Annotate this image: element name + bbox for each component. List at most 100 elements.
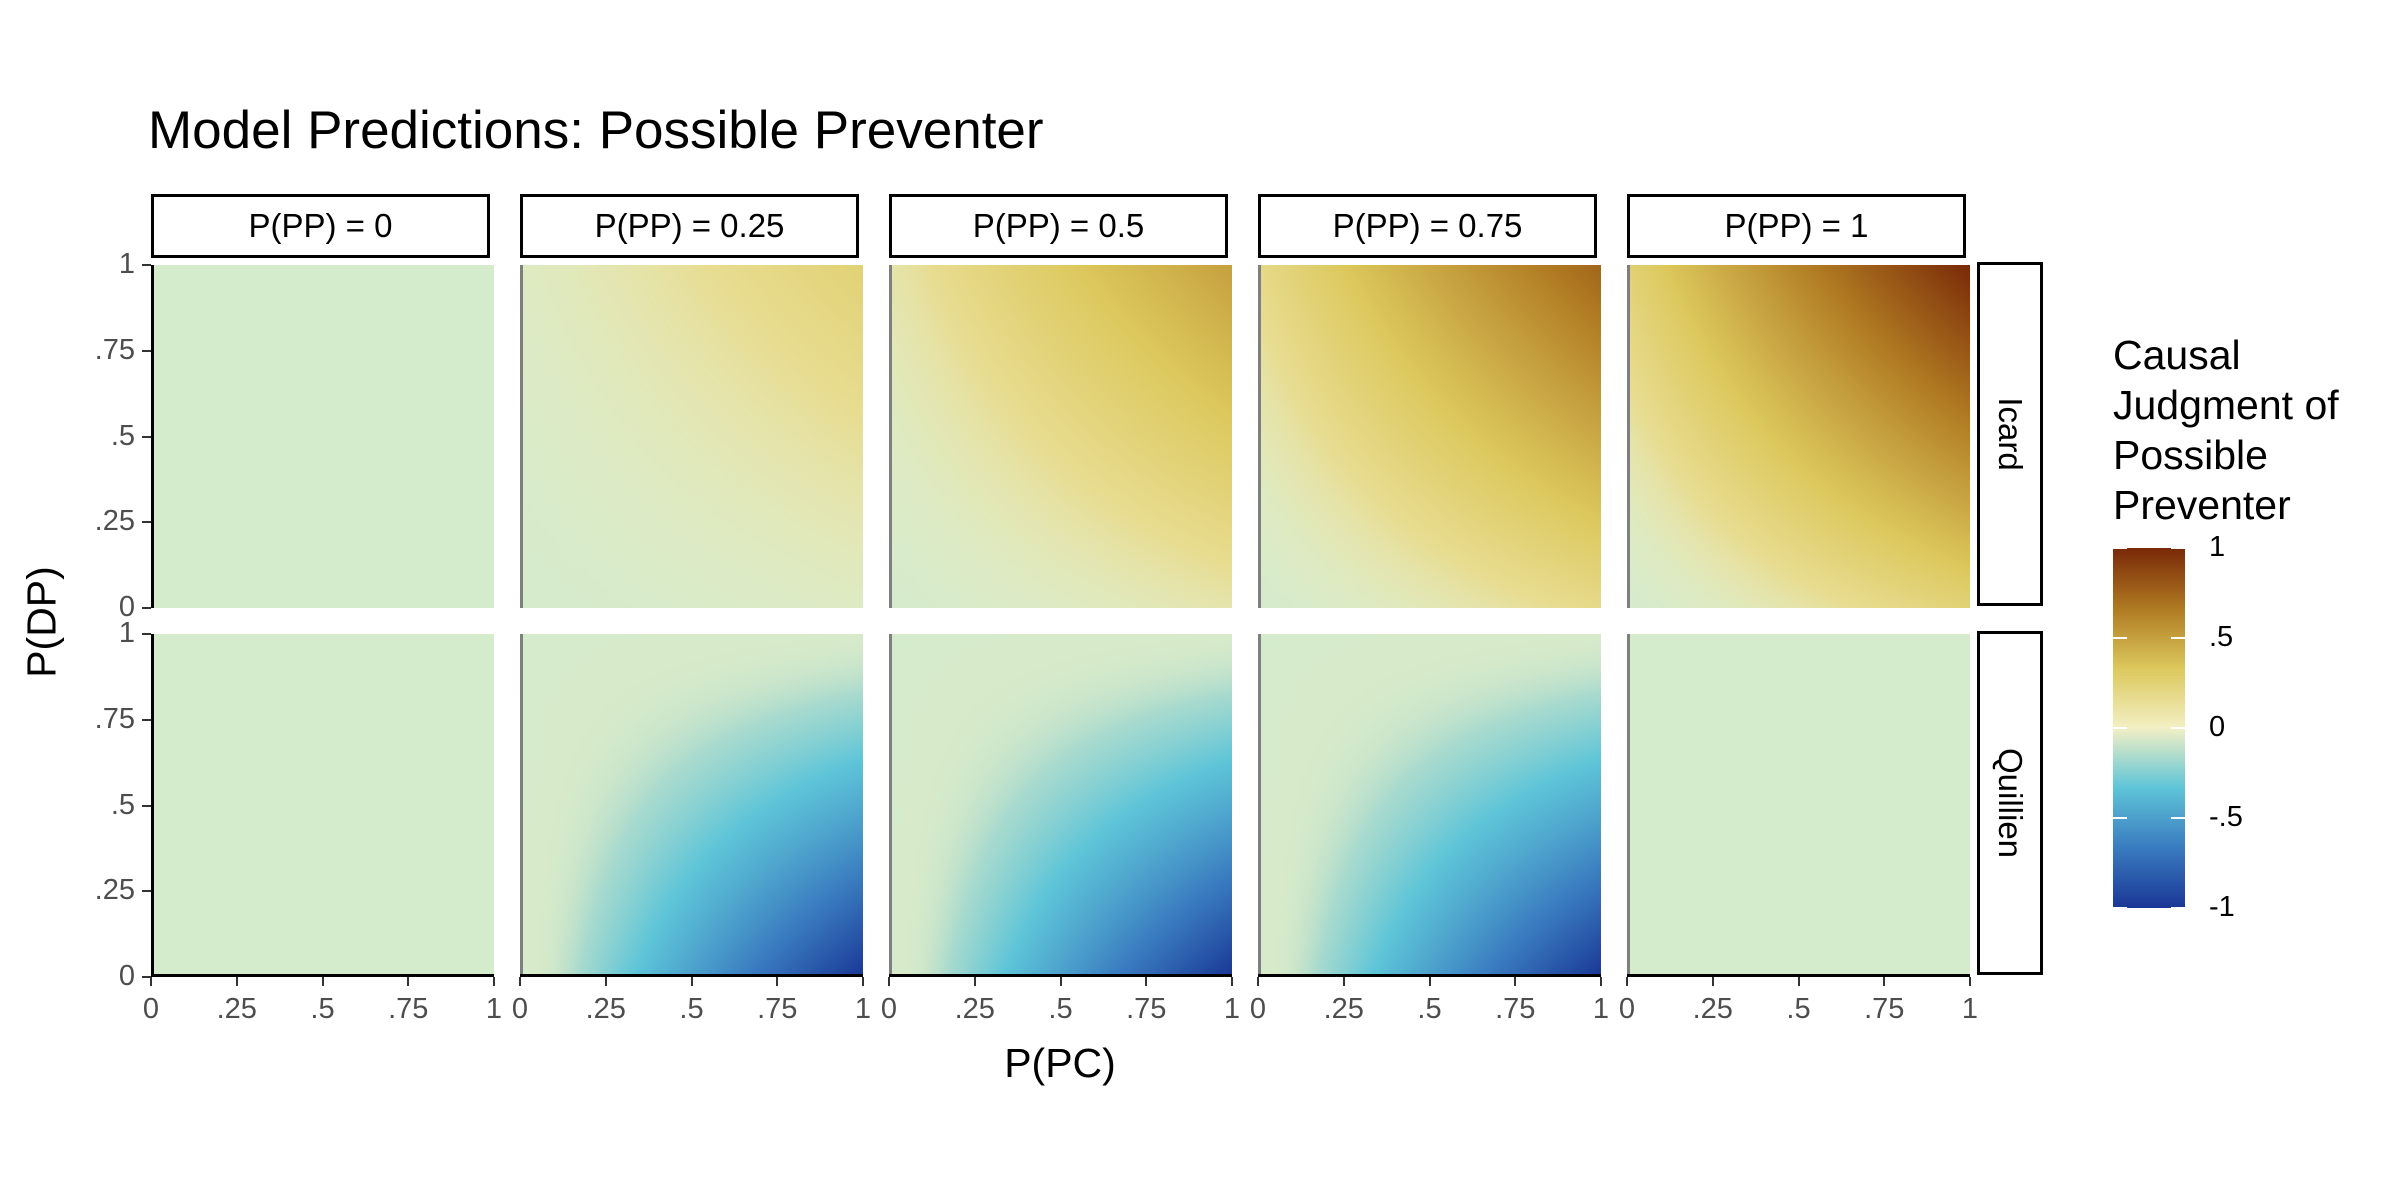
panel-axis-line-left <box>889 634 892 977</box>
legend-tick-right <box>2171 907 2185 909</box>
panel-axis-line-bottom <box>1258 974 1601 977</box>
y-tick-label: .75 <box>94 702 135 735</box>
y-tick-label: 1 <box>118 617 135 649</box>
y-tick-mark <box>142 718 151 721</box>
x-tick-mark <box>690 977 693 986</box>
legend-label: .5 <box>2209 621 2234 653</box>
heatmap-panel <box>520 265 863 608</box>
x-tick-mark <box>1428 977 1431 986</box>
x-tick-mark <box>1711 977 1714 986</box>
x-tick-label: 0 <box>142 993 160 1025</box>
facet-strip-row-label: Icard <box>1992 397 2029 471</box>
legend-tick-left <box>2113 727 2127 729</box>
heatmap-panel <box>1627 265 1970 608</box>
x-tick-mark <box>1145 977 1148 986</box>
x-tick-label: .75 <box>388 993 429 1025</box>
facet-strip-column: P(PP) = 0.25 <box>520 194 859 258</box>
panel-axis-line-bottom <box>520 974 863 977</box>
legend-tick-left <box>2113 817 2127 819</box>
x-tick-label: 0 <box>1618 993 1636 1025</box>
x-tick-mark <box>321 977 324 986</box>
y-tick-label: .25 <box>94 505 135 538</box>
x-tick-mark <box>1883 977 1886 986</box>
panel-axis-line-left <box>151 265 154 608</box>
x-tick-label: 1 <box>854 993 872 1025</box>
panel-axis-line-left <box>1258 634 1261 977</box>
panel-axis-line-left <box>151 634 154 977</box>
facet-strip-row-label: Quillien <box>1992 747 2029 859</box>
legend-tick-left <box>2113 907 2127 909</box>
x-tick-mark <box>1059 977 1062 986</box>
panel-axis-line-left <box>1627 634 1630 977</box>
heatmap-cells <box>151 265 494 608</box>
panel-axis-line-left <box>520 634 523 977</box>
x-tick-mark <box>973 977 976 986</box>
x-tick-mark <box>1969 977 1971 986</box>
legend-tick-right <box>2171 817 2185 819</box>
x-tick-label: 1 <box>1223 993 1241 1025</box>
heatmap-cells <box>520 265 863 608</box>
legend-tick-right <box>2171 637 2185 639</box>
x-tick-label: .25 <box>954 993 995 1025</box>
x-tick-mark <box>1626 977 1628 986</box>
x-tick-mark <box>150 977 152 986</box>
y-tick-label: .25 <box>94 874 135 907</box>
y-tick-mark <box>142 804 151 807</box>
facet-strip-row: Icard <box>1977 262 2043 606</box>
legend-label: 0 <box>2209 711 2226 743</box>
x-tick-label: .25 <box>1692 993 1733 1025</box>
legend-title: Causal Judgment of Possible Preventer <box>2113 330 2339 530</box>
x-tick-label: 0 <box>1249 993 1267 1025</box>
legend-tick-right <box>2171 547 2185 549</box>
facet-strip-column: P(PP) = 0.75 <box>1258 194 1597 258</box>
x-tick-mark <box>888 977 890 986</box>
legend-title-line: Causal <box>2113 332 2241 378</box>
y-tick-mark <box>142 349 151 352</box>
legend-title-line: Judgment of <box>2113 382 2339 428</box>
heatmap-panel <box>889 265 1232 608</box>
heatmap-panel <box>1258 265 1601 608</box>
legend-label: -1 <box>2209 891 2235 923</box>
y-tick-mark <box>142 264 151 266</box>
heatmap-cells <box>1258 265 1601 608</box>
y-tick-mark <box>142 435 151 438</box>
x-tick-mark <box>1231 977 1233 986</box>
x-tick-mark <box>776 977 779 986</box>
heatmap-cells <box>1258 634 1601 977</box>
x-axis-title: P(PC) <box>1004 1040 1116 1086</box>
y-tick-label: 0 <box>118 960 135 992</box>
legend-title-line: Preventer <box>2113 482 2291 528</box>
panel-axis-line-left <box>520 265 523 608</box>
x-tick-mark <box>1600 977 1602 986</box>
heatmap-panel <box>151 634 494 977</box>
x-tick-label: .5 <box>1048 993 1073 1025</box>
chart-title: Model Predictions: Possible Preventer <box>148 101 1044 160</box>
heatmap-cells <box>520 634 863 977</box>
x-tick-label: .25 <box>216 993 257 1025</box>
x-tick-label: .5 <box>310 993 335 1025</box>
legend-title-line: Possible <box>2113 432 2268 478</box>
y-tick-mark <box>142 521 151 524</box>
y-tick-label: 0 <box>118 591 135 623</box>
heatmap-cells <box>151 634 494 977</box>
x-tick-label: 0 <box>511 993 529 1025</box>
x-tick-label: .75 <box>1864 993 1905 1025</box>
x-tick-label: .25 <box>1323 993 1364 1025</box>
x-tick-label: .75 <box>1495 993 1536 1025</box>
x-tick-label: 1 <box>485 993 503 1025</box>
panel-axis-line-left <box>1258 265 1261 608</box>
panel-axis-line-bottom <box>1627 974 1970 977</box>
x-tick-label: .25 <box>585 993 626 1025</box>
heatmap-cells <box>889 634 1232 977</box>
heatmap-panel <box>520 634 863 977</box>
x-tick-mark <box>519 977 521 986</box>
heatmap-panel <box>889 634 1232 977</box>
y-tick-label: .75 <box>94 333 135 366</box>
legend-tick-left <box>2113 547 2127 549</box>
panel-axis-line-left <box>1627 265 1630 608</box>
heatmap-panel <box>1258 634 1601 977</box>
y-tick-mark <box>142 633 151 635</box>
x-tick-mark <box>604 977 607 986</box>
x-tick-mark <box>407 977 410 986</box>
x-tick-label: .75 <box>757 993 798 1025</box>
